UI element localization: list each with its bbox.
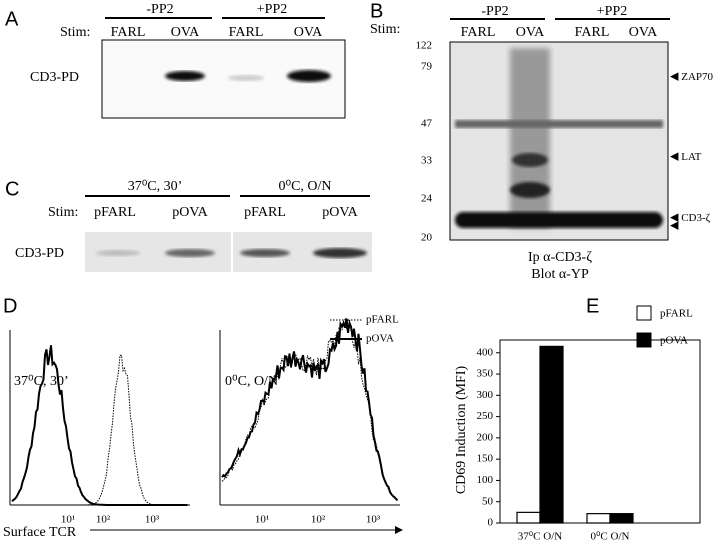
header: -PP2 — [146, 2, 173, 17]
band-label: ◀ LAT — [670, 151, 702, 163]
arrow-head — [395, 526, 403, 534]
mw-marker: 33 — [421, 155, 433, 167]
lane-label: FARL — [229, 25, 264, 40]
y-axis-label: CD69 Induction (MFI) — [454, 366, 469, 495]
histogram — [11, 345, 188, 506]
lane-label: pFARL — [244, 205, 286, 220]
x-tick-label: 37⁰C O/N — [518, 531, 562, 543]
bands — [165, 70, 331, 82]
histogram — [12, 354, 188, 506]
bar-chart: 0 50 100 150 200 250 300 350 400 37⁰C O/N 0⁰C O/N p… — [477, 305, 701, 543]
tick-label: 10¹ — [255, 514, 269, 526]
legend-swatch — [636, 305, 652, 321]
lane-label: OVA — [516, 25, 545, 40]
y-tick-label: 200 — [477, 431, 494, 443]
bands — [455, 48, 663, 228]
blot — [449, 41, 669, 241]
tick-label: 10¹ — [61, 514, 75, 526]
stim-label: Stim: — [60, 25, 90, 40]
tick-label: 10² — [311, 514, 326, 526]
plot-label: 37⁰C, 30’ — [14, 374, 69, 389]
tick-label: 10³ — [145, 514, 160, 526]
header: +PP2 — [257, 2, 287, 17]
legend-label: pFARL — [660, 308, 693, 320]
panel-label: A — [5, 8, 19, 30]
lane-label: FARL — [461, 25, 496, 40]
plot-label: 0⁰C, O/N — [225, 374, 278, 389]
header: 0⁰C, O/N — [278, 179, 331, 194]
arrow: ◀ — [670, 220, 679, 232]
bar — [586, 513, 611, 524]
legend-swatch — [636, 332, 652, 348]
histograms — [9, 318, 400, 506]
y-tick-label: 50 — [482, 495, 494, 507]
bands — [96, 248, 367, 258]
y-tick-label: 400 — [477, 346, 494, 358]
histogram — [221, 318, 398, 501]
legend-label: pOVA — [660, 335, 688, 347]
histogram — [221, 318, 399, 502]
y-tick-label: 350 — [477, 368, 494, 380]
panel-label: B — [370, 0, 383, 22]
tick-label: 10² — [96, 514, 111, 526]
lane-label: FARL — [111, 25, 146, 40]
y-tick-label: 150 — [477, 453, 494, 465]
plot-frame — [499, 339, 701, 524]
y-tick-label: 0 — [488, 517, 494, 529]
bar — [516, 511, 541, 524]
panel-label: E — [586, 295, 599, 317]
header: 37⁰C, 30’ — [128, 179, 183, 194]
mw-marker: 47 — [421, 118, 433, 130]
mw-marker: 20 — [421, 232, 433, 244]
bar — [609, 513, 634, 524]
stim-label: Stim: — [48, 205, 78, 220]
lane-label: pOVA — [172, 205, 208, 220]
bar — [539, 345, 564, 524]
row-label: CD3-PD — [15, 246, 64, 261]
legend-label: pOVA — [366, 333, 394, 345]
band-label: ◀ CD3-ζ — [670, 212, 711, 224]
legend-label: pFARL — [366, 314, 399, 326]
mw-marker: 122 — [416, 40, 433, 52]
caption: Ip α-CD3-ζ — [528, 250, 592, 265]
lane-label: pFARL — [94, 205, 136, 220]
caption: Blot α-YP — [531, 267, 589, 282]
lane-label: FARL — [575, 25, 610, 40]
x-tick-label: 0⁰C O/N — [591, 531, 630, 543]
header: -PP2 — [481, 4, 508, 19]
lane-label: OVA — [171, 25, 200, 40]
panel-label: D — [3, 295, 17, 317]
axis-label: Surface TCR — [3, 525, 77, 540]
mw-marker: 79 — [421, 61, 433, 73]
lane-label: OVA — [629, 25, 658, 40]
y-tick-label: 300 — [477, 389, 494, 401]
header: +PP2 — [597, 4, 627, 19]
y-tick-label: 100 — [477, 474, 494, 486]
band-label: ◀ ZAP70 — [670, 71, 713, 83]
mw-marker: 24 — [421, 193, 433, 205]
tick-label: 10³ — [366, 514, 381, 526]
lane-label: OVA — [294, 25, 323, 40]
lane-label: pOVA — [322, 205, 358, 220]
panel-label: C — [5, 178, 19, 200]
stim-label: Stim: — [370, 22, 400, 37]
row-label: CD3-PD — [30, 70, 79, 85]
y-tick-label: 250 — [477, 410, 494, 422]
